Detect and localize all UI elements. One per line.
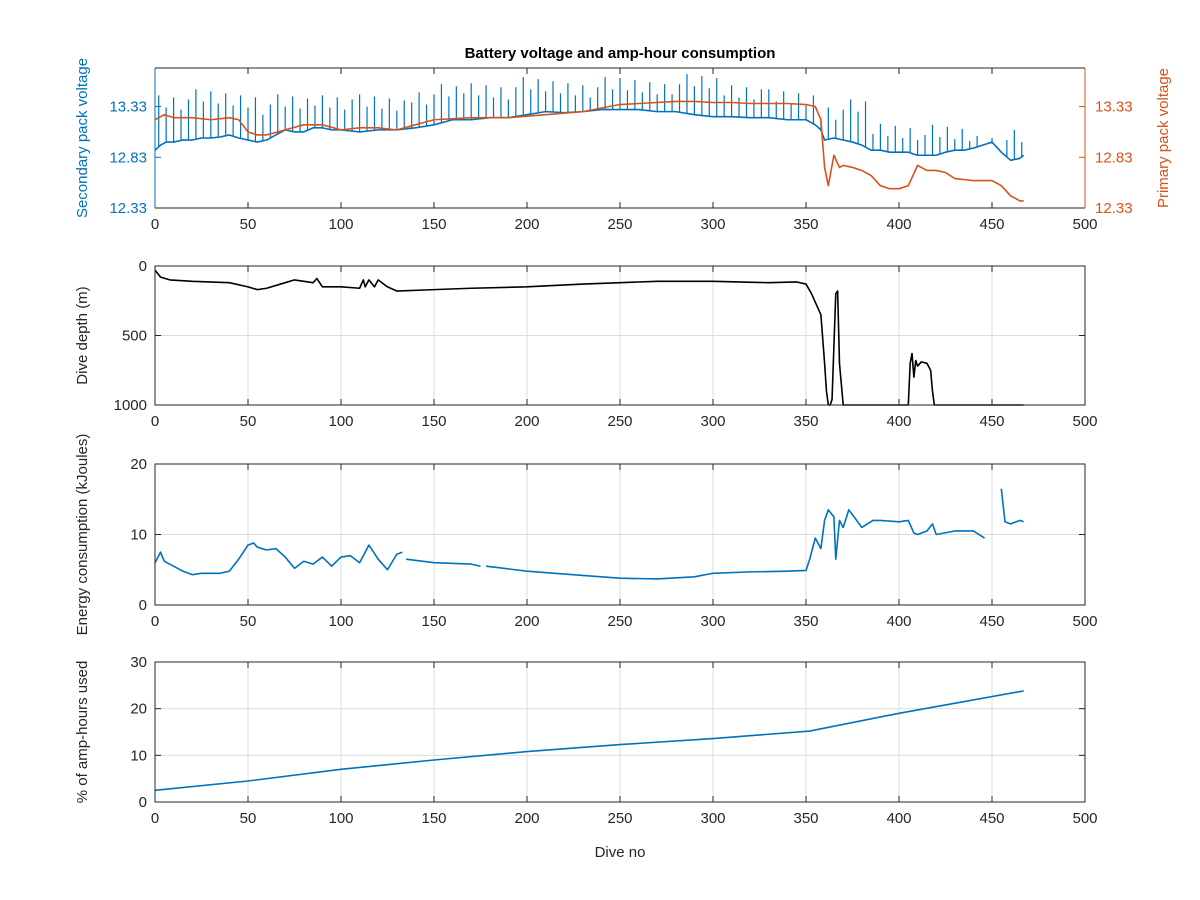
x-tick-label: 100	[328, 613, 353, 630]
x-tick-label: 400	[886, 810, 911, 827]
x-tick-label: 300	[700, 613, 725, 630]
x-tick-label: 0	[151, 413, 159, 430]
y-tick-label: 10	[130, 527, 147, 544]
x-tick-label: 450	[979, 613, 1004, 630]
series-line-1	[154, 269, 1024, 406]
x-tick-label: 350	[793, 216, 818, 233]
x-tick-label: 50	[240, 413, 257, 430]
x-tick-label: 400	[886, 413, 911, 430]
y-tick-label: 30	[130, 654, 147, 671]
y-axis-label: Dive depth (m)	[74, 286, 91, 384]
x-tick-label: 450	[979, 216, 1004, 233]
x-tick-label: 500	[1072, 810, 1097, 827]
series-line-2	[154, 100, 1024, 202]
series-line-1	[405, 558, 481, 568]
x-tick-label: 0	[151, 613, 159, 630]
x-tick-label: 350	[793, 810, 818, 827]
x-tick-label: 150	[421, 216, 446, 233]
x-tick-label: 400	[886, 216, 911, 233]
x-axis-label: Dive no	[595, 844, 646, 861]
x-tick-label: 100	[328, 216, 353, 233]
x-tick-label: 200	[514, 216, 539, 233]
axes-frame	[154, 661, 1086, 803]
x-tick-label: 0	[151, 216, 159, 233]
axes-2: 0 50 100 150 200 250 300 350 400 450 500 0 500 1000 Di…	[74, 258, 1098, 430]
x-tick-label: 250	[607, 613, 632, 630]
x-tick-label: 300	[700, 413, 725, 430]
y-tick-label: 12.83	[109, 149, 147, 166]
series-line-1	[485, 509, 985, 580]
series-line-1	[154, 690, 1024, 792]
y-tick-label: 10	[130, 747, 147, 764]
axes-frame	[154, 463, 1086, 606]
x-tick-label: 500	[1072, 216, 1097, 233]
x-tick-label: 300	[700, 810, 725, 827]
x-tick-label: 400	[886, 613, 911, 630]
x-tick-label: 150	[421, 613, 446, 630]
y-tick-label: 0	[139, 258, 147, 275]
y-tick-label: 20	[130, 456, 147, 473]
series-line-1	[1000, 488, 1024, 525]
y-tick-label: 12.33	[109, 200, 147, 217]
x-tick-label: 250	[607, 216, 632, 233]
x-tick-label: 150	[421, 810, 446, 827]
series-line-1	[154, 542, 403, 576]
x-tick-label: 500	[1072, 613, 1097, 630]
axes-3: 0 50 100 150 200 250 300 350 400 450 500 0 10 20 Energ…	[74, 434, 1098, 636]
y-tick-label: 13.33	[109, 99, 147, 116]
x-tick-label: 200	[514, 613, 539, 630]
y-axis-label: Secondary pack voltage	[74, 58, 91, 218]
x-tick-label: 100	[328, 413, 353, 430]
x-tick-label: 250	[607, 810, 632, 827]
y-axis-label: % of amp-hours used	[74, 661, 91, 804]
series-line-1	[154, 108, 1025, 162]
y2-tick-label: 12.33	[1095, 200, 1133, 217]
x-tick-label: 200	[514, 413, 539, 430]
x-tick-label: 0	[151, 810, 159, 827]
x-tick-label: 450	[979, 810, 1004, 827]
axes-4: 0 50 100 150 200 250 300 350 400 450 500 0 10 20 30 % o…	[74, 654, 1098, 861]
y-tick-label: 500	[122, 328, 147, 345]
x-tick-label: 150	[421, 413, 446, 430]
y-axis-label: Energy consumption (kJoules)	[74, 434, 91, 636]
x-tick-label: 300	[700, 216, 725, 233]
x-tick-label: 50	[240, 613, 257, 630]
x-tick-label: 50	[240, 216, 257, 233]
axes-1: 0 50 100 150 200 250 300 350 400 450 50012.3312.83…	[74, 45, 1172, 233]
x-tick-label: 450	[979, 413, 1004, 430]
x-tick-label: 350	[793, 413, 818, 430]
y2-tick-label: 13.33	[1095, 99, 1133, 116]
x-tick-label: 100	[328, 810, 353, 827]
y2-tick-label: 12.83	[1095, 149, 1133, 166]
x-tick-label: 350	[793, 613, 818, 630]
y-tick-label: 0	[139, 597, 147, 614]
y-tick-label: 1000	[114, 397, 147, 414]
y-tick-label: 20	[130, 701, 147, 718]
axes-frame	[154, 265, 1086, 406]
x-tick-label: 200	[514, 810, 539, 827]
x-tick-label: 50	[240, 810, 257, 827]
y2-axis-label: Primary pack voltage	[1155, 68, 1172, 208]
x-tick-label: 500	[1072, 413, 1097, 430]
chart-title: Battery voltage and amp-hour consumption	[465, 45, 776, 62]
y-tick-label: 0	[139, 794, 147, 811]
x-tick-label: 250	[607, 413, 632, 430]
